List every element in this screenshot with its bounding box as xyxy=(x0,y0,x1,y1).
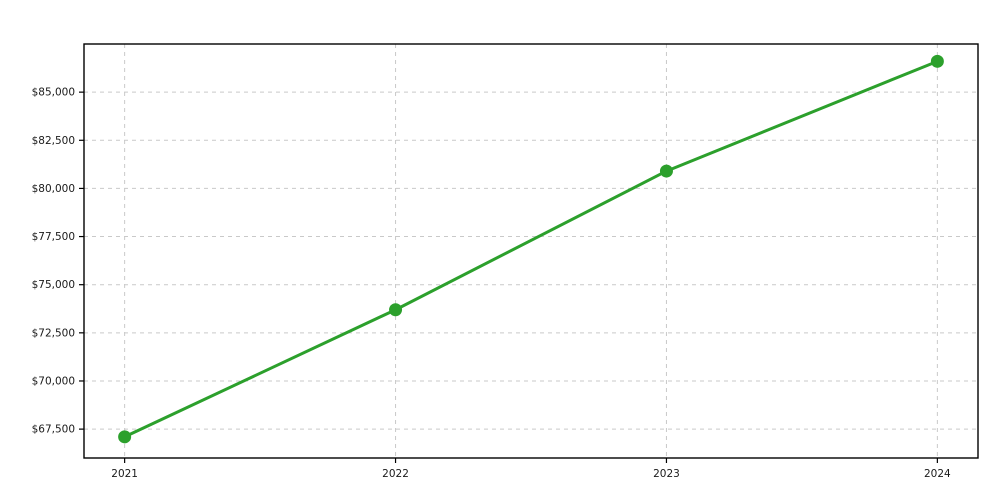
y-tick-label: $67,500 xyxy=(32,424,75,436)
trend-line xyxy=(123,59,939,439)
x-tick-label: 2024 xyxy=(924,468,951,480)
data-point xyxy=(930,54,944,68)
x-tick-label: 2023 xyxy=(653,468,680,480)
y-tick-label: $77,500 xyxy=(32,231,75,243)
y-tick-label: $70,000 xyxy=(32,375,75,387)
data-point xyxy=(118,430,132,444)
y-tick-label: $85,000 xyxy=(32,87,75,99)
y-tick-label: $82,500 xyxy=(32,135,75,147)
data-point xyxy=(389,303,403,317)
plot-border xyxy=(83,43,979,459)
data-point xyxy=(659,164,673,178)
x-tick-label: 2022 xyxy=(382,468,409,480)
y-tick-label: $72,500 xyxy=(32,327,75,339)
y-tick-label: $75,000 xyxy=(32,279,75,291)
y-tick-label: $80,000 xyxy=(32,183,75,195)
x-tick-label: 2021 xyxy=(111,468,138,480)
